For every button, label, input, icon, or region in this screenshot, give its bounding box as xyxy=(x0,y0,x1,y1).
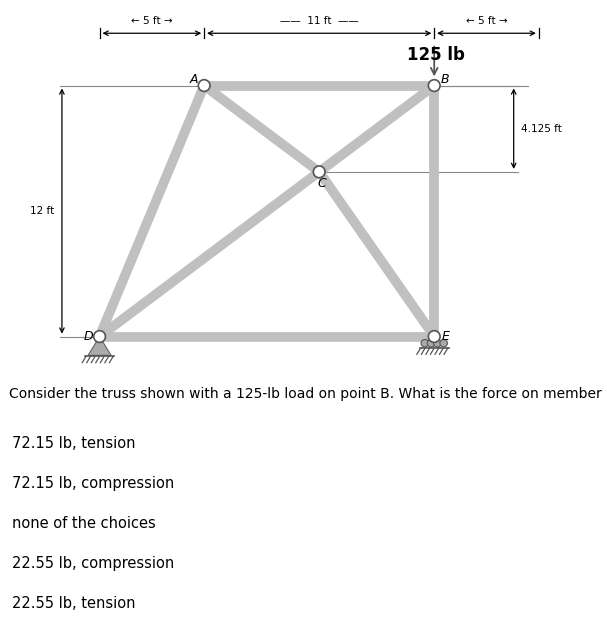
Text: B: B xyxy=(440,73,449,86)
Text: none of the choices: none of the choices xyxy=(12,516,156,531)
Text: 4.125 ft: 4.125 ft xyxy=(521,123,562,134)
Text: 125 lb: 125 lb xyxy=(407,46,465,64)
Text: ← 5 ft →: ← 5 ft → xyxy=(466,16,507,26)
Circle shape xyxy=(440,339,447,347)
Circle shape xyxy=(429,80,440,91)
Circle shape xyxy=(427,339,435,347)
Circle shape xyxy=(433,339,441,347)
Text: 22.55 lb, compression: 22.55 lb, compression xyxy=(12,556,174,571)
Circle shape xyxy=(93,331,106,342)
Text: A: A xyxy=(189,73,198,86)
Text: C: C xyxy=(318,177,327,190)
Text: D: D xyxy=(83,330,93,343)
Polygon shape xyxy=(88,336,111,355)
Text: 12 ft: 12 ft xyxy=(30,206,55,216)
Circle shape xyxy=(429,331,440,342)
Text: E: E xyxy=(442,330,450,343)
Text: Consider the truss shown with a 125-lb load on point B. What is the force on mem: Consider the truss shown with a 125-lb l… xyxy=(9,387,607,401)
Text: ← 5 ft →: ← 5 ft → xyxy=(131,16,172,26)
Text: 72.15 lb, compression: 72.15 lb, compression xyxy=(12,476,174,491)
Circle shape xyxy=(313,166,325,178)
Text: 22.55 lb, tension: 22.55 lb, tension xyxy=(12,596,135,611)
Circle shape xyxy=(421,339,429,347)
Text: 72.15 lb, tension: 72.15 lb, tension xyxy=(12,436,135,452)
Text: ——  11 ft  ——: —— 11 ft —— xyxy=(280,16,359,26)
Circle shape xyxy=(198,80,210,91)
